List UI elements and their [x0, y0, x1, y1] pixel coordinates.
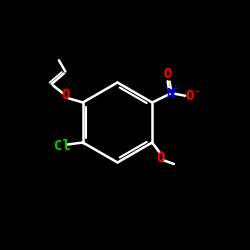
Text: N: N: [166, 87, 174, 101]
Text: -: -: [195, 85, 199, 98]
Text: O: O: [157, 151, 165, 165]
Text: O: O: [164, 68, 172, 82]
Text: O: O: [61, 88, 70, 102]
Text: O: O: [185, 89, 194, 103]
Text: Cl: Cl: [54, 138, 71, 152]
Text: +: +: [171, 84, 178, 93]
